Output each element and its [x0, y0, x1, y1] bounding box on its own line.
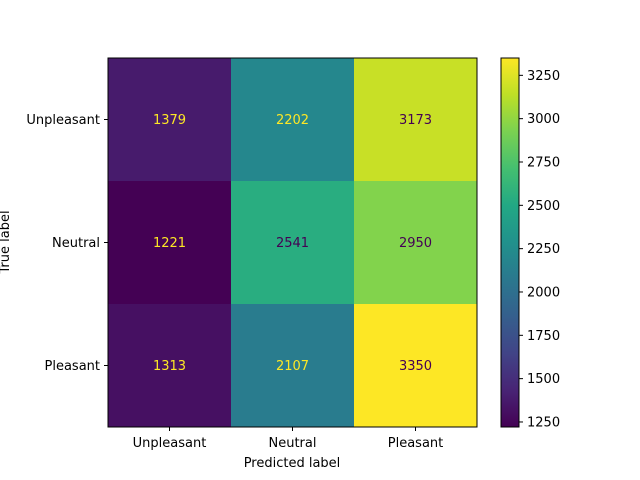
- heatmap-cell: [231, 181, 355, 305]
- heatmap-cell: [108, 181, 232, 305]
- x-axis-label: Predicted label: [244, 456, 341, 471]
- x-tick-label: Unpleasant: [133, 436, 207, 451]
- colorbar-tick-label: 1500: [527, 372, 560, 387]
- cell-value-label: 2950: [399, 236, 432, 251]
- colorbar-tick-label: 2500: [527, 199, 560, 214]
- cell-value-label: 1379: [153, 113, 186, 128]
- heatmap-cell: [231, 58, 355, 182]
- colorbar-frame: [500, 57, 520, 428]
- heatmap-cells: 1379 2202 3173 1221 2541 2950 1313 2107 3350: [108, 58, 478, 428]
- y-tick-label: Neutral: [52, 236, 100, 251]
- heatmap-cell: [108, 58, 232, 182]
- x-axis-ticks: Unpleasant Neutral Pleasant: [133, 427, 444, 451]
- colorbar-tick-label: 1250: [527, 415, 560, 430]
- cell-value-label: 2202: [276, 113, 309, 128]
- colorbar-tick-label: 2250: [527, 242, 560, 257]
- heatmap-cell: [108, 304, 232, 428]
- x-tick-label: Pleasant: [388, 436, 444, 451]
- cell-value-label: 1221: [153, 236, 186, 251]
- cell-value-label: 1313: [153, 359, 186, 374]
- colorbar: 1250 1500 1750 2000 2250 2500 2750 3000 3250: [500, 57, 560, 430]
- heatmap-cell: [354, 58, 478, 182]
- cell-value-label: 2541: [276, 236, 309, 251]
- colorbar-tick-label: 3000: [527, 112, 560, 127]
- colorbar-tick-label: 1750: [527, 329, 560, 344]
- y-tick-label: Pleasant: [45, 359, 101, 374]
- colorbar-tick-label: 2750: [527, 155, 560, 170]
- y-tick-label: Unpleasant: [26, 113, 100, 128]
- colorbar-gradient: [501, 58, 519, 427]
- heatmap-cell: [231, 304, 355, 428]
- y-axis-ticks: Unpleasant Neutral Pleasant: [26, 113, 108, 374]
- cell-value-label: 2107: [276, 359, 309, 374]
- heatmap-cell: [354, 181, 478, 305]
- colorbar-tick-label: 2000: [527, 285, 560, 300]
- cell-value-label: 3350: [399, 359, 432, 374]
- heatmap-cell: [354, 304, 478, 428]
- cell-value-label: 3173: [399, 113, 432, 128]
- colorbar-tick-label: 3250: [527, 69, 560, 84]
- x-tick-label: Neutral: [269, 436, 317, 451]
- y-axis-label: True label: [0, 210, 13, 274]
